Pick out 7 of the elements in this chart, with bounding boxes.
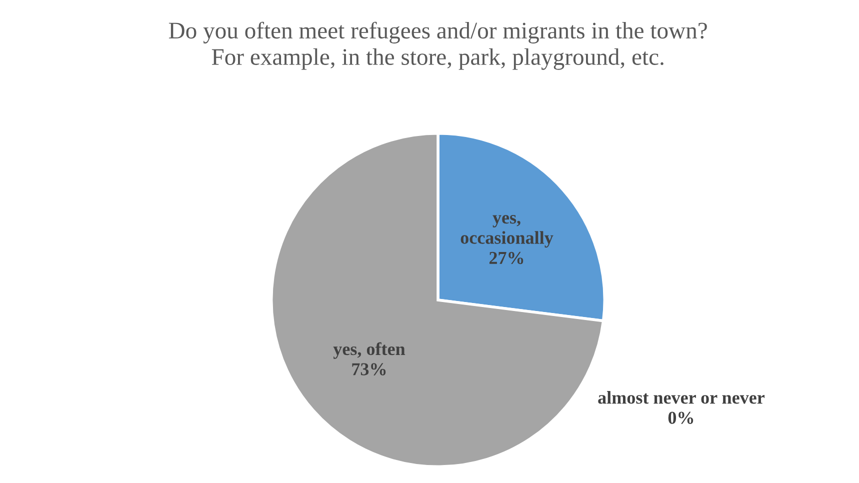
slice-label: yes, often	[333, 342, 406, 359]
slice-label: yes, occasionally	[460, 215, 554, 248]
category-label: almost never or never	[598, 391, 765, 404]
data-label: 27%	[489, 252, 524, 264]
data-label: 73%	[352, 363, 386, 376]
text: 0%	[668, 412, 694, 424]
chart-title: Do you often meet refugees and/or migrants in the town? For example, in the store, park, playground, etc.	[168, 22, 707, 70]
